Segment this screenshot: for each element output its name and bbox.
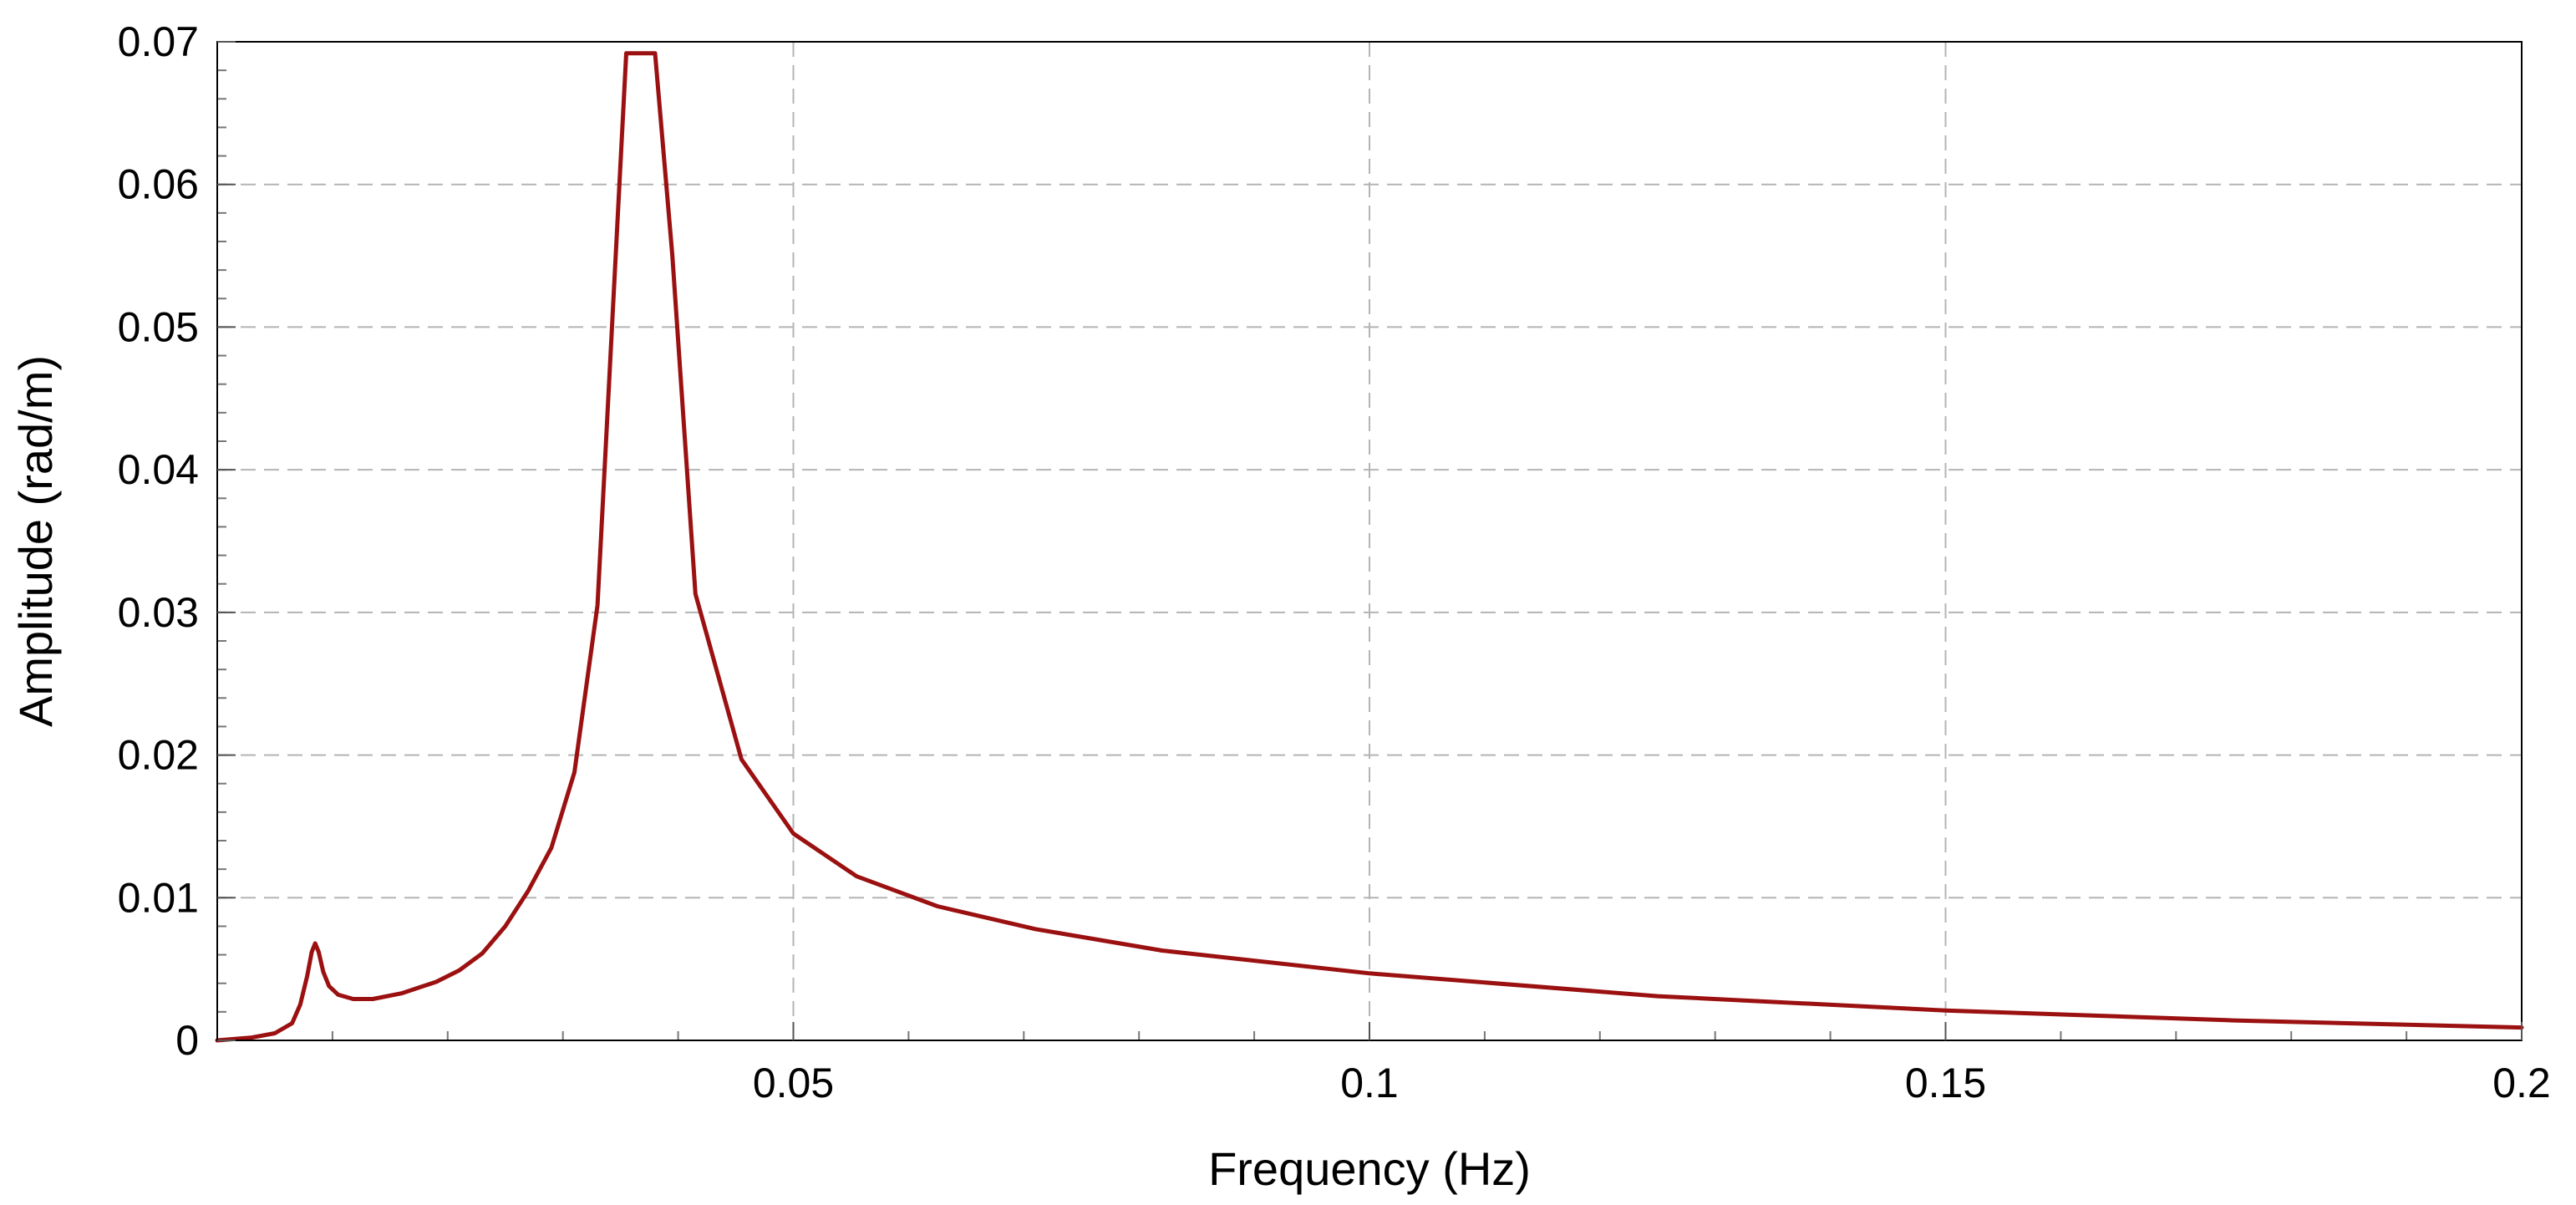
minor-ticks	[217, 69, 2408, 1040]
y-tick-label: 0.06	[118, 161, 199, 208]
y-tick-label: 0.07	[118, 18, 199, 65]
x-tick-label: 0.2	[2492, 1060, 2551, 1106]
y-tick-label: 0	[175, 1017, 199, 1064]
grid-lines	[217, 42, 2522, 1040]
x-tick-label: 0.15	[1905, 1060, 1986, 1106]
x-tick-labels: 0.05 0.1 0.15 0.2	[753, 1060, 2551, 1106]
y-tick-label: 0.04	[118, 446, 199, 493]
y-tick-label: 0.02	[118, 732, 199, 779]
x-axis-label: Frequency (Hz)	[1208, 1142, 1531, 1195]
y-tick-label: 0.03	[118, 589, 199, 636]
y-tick-label: 0.05	[118, 303, 199, 350]
y-tick-labels: 0 0.01 0.02 0.03 0.04 0.05 0.06 0.07	[118, 18, 199, 1064]
series-line-0	[215, 51, 2524, 1043]
series-layer	[215, 51, 2524, 1043]
y-tick-label: 0.01	[118, 874, 199, 921]
major-ticks	[217, 41, 2523, 1041]
x-tick-label: 0.05	[753, 1060, 834, 1106]
x-tick-label: 0.1	[1340, 1060, 1399, 1106]
y-axis-label: Amplitude (rad/m)	[9, 355, 62, 727]
